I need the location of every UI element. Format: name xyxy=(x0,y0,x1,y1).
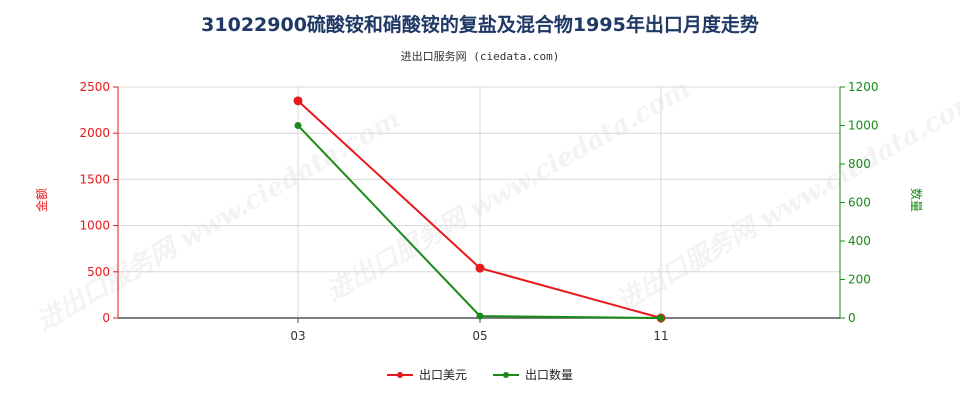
data-point-quantity-05 xyxy=(476,312,484,320)
legend-item-quantity[interactable]: 出口数量 xyxy=(493,366,573,383)
chart-title: 31022900硫酸铵和硝酸铵的复盐及混合物1995年出口月度走势 xyxy=(201,14,759,36)
y-right-tick-label: 800 xyxy=(848,157,871,171)
y-right-tick-label: 400 xyxy=(848,234,871,248)
y-left-tick-label: 0 xyxy=(102,311,110,325)
y-right-axis-title: 数量 xyxy=(909,188,924,212)
data-point-quantity-03 xyxy=(294,122,302,129)
legend-swatch-quantity xyxy=(493,370,519,380)
x-tick-label: 03 xyxy=(290,329,305,343)
y-left-tick-label: 2500 xyxy=(79,80,110,94)
legend-item-amount[interactable]: 出口美元 xyxy=(386,366,467,383)
data-point-amount-03 xyxy=(293,96,303,106)
data-point-amount-05 xyxy=(475,263,485,273)
y-right-tick-label: 1200 xyxy=(848,80,879,94)
x-tick-label: 11 xyxy=(653,329,668,343)
legend-label-quantity: 出口数量 xyxy=(525,368,574,382)
data-point-quantity-11 xyxy=(657,314,665,322)
y-left-axis-title: 金额 xyxy=(34,188,49,212)
legend: 出口美元 出口数量 xyxy=(0,366,960,383)
x-tick-label: 05 xyxy=(472,329,487,343)
y-right-tick-label: 600 xyxy=(848,196,871,210)
legend-label-amount: 出口美元 xyxy=(418,368,467,382)
y-right-tick-label: 0 xyxy=(848,311,856,325)
y-right-tick-label: 200 xyxy=(848,273,871,287)
y-left-tick-label: 2000 xyxy=(79,126,110,140)
y-left-tick-label: 1500 xyxy=(79,172,110,186)
chart-subtitle: 进出口服务网 (ciedata.com) xyxy=(400,50,560,63)
y-left-tick-label: 1000 xyxy=(79,219,110,233)
legend-swatch-amount xyxy=(386,370,413,380)
y-left-tick-label: 500 xyxy=(87,265,110,279)
y-right-tick-label: 1000 xyxy=(848,119,879,133)
